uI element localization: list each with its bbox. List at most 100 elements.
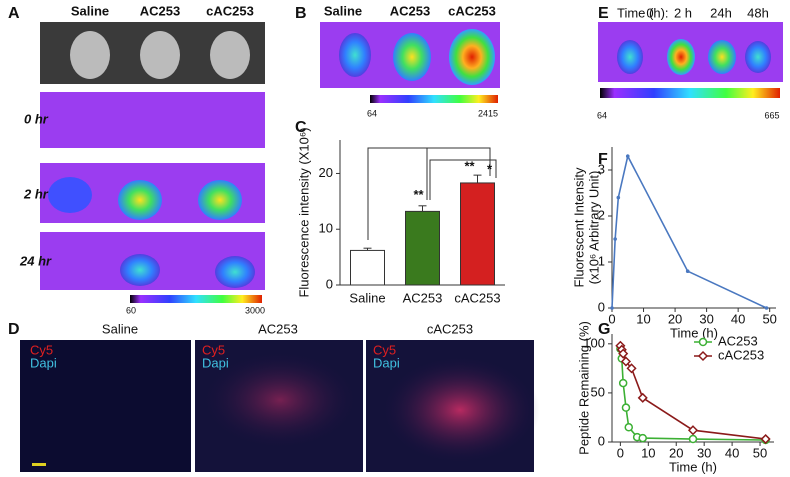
y-tick-label: 50 (591, 384, 605, 399)
channel-label: Dapi (373, 355, 400, 370)
y-tick-label: 3 (598, 161, 605, 176)
legend-marker (697, 350, 709, 362)
colorbar (130, 295, 262, 303)
panel-letter: A (8, 5, 20, 22)
signal (617, 40, 643, 74)
column-label: cAC253 (448, 3, 496, 18)
y-tick-label: 2 (598, 207, 605, 222)
column-label: 0 (646, 5, 653, 20)
column-label: AC253 (140, 3, 180, 18)
bar (350, 249, 385, 286)
panel-letter: C (295, 119, 307, 136)
column-label: 24h (710, 5, 732, 20)
significance: ** (413, 187, 424, 202)
x-tick-label: AC253 (403, 290, 443, 305)
bar (460, 182, 495, 286)
y-tick-label: 100 (583, 335, 605, 350)
colorbar-label: 60 (126, 305, 136, 315)
marker (618, 378, 628, 388)
channel-label: Dapi (202, 355, 229, 370)
x-tick-label: cAC253 (454, 290, 500, 305)
marker (610, 306, 614, 310)
signal (120, 254, 160, 286)
signal (215, 256, 255, 288)
column-label: AC253 (258, 321, 298, 336)
column-label: Saline (324, 3, 362, 18)
scale-bar (32, 463, 46, 466)
line (611, 153, 767, 309)
x-axis-label: Time (h) (669, 459, 717, 474)
column-label: Saline (102, 321, 138, 336)
panel-a: A Saline AC253 cAC253 0 hr 2 hr 24 hr 60… (8, 3, 265, 315)
significance: ** (464, 159, 475, 174)
y-axis-label: Fluorescence intensity (X10⁶) (296, 127, 311, 297)
x-tick-label: 20 (668, 311, 682, 326)
bar (405, 210, 440, 286)
row-label: 0 hr (24, 111, 49, 126)
y-axis-label: Fluorescent Intensity (571, 167, 586, 287)
x-tick-label: 40 (725, 445, 739, 460)
signal (708, 40, 736, 74)
row-label: 2 hr (23, 186, 49, 201)
marker (760, 433, 771, 445)
stain (200, 350, 360, 450)
marker (626, 363, 637, 374)
marker (688, 434, 698, 444)
time-label: Time (h): (617, 5, 669, 20)
panel-letter: D (8, 321, 20, 338)
channel-label: Dapi (30, 355, 57, 370)
micrograph (20, 340, 191, 472)
signal (48, 177, 92, 213)
colorbar-label: 64 (367, 108, 377, 118)
x-tick-label: 0 (617, 445, 624, 460)
marker (621, 403, 631, 412)
column-label: Saline (71, 3, 109, 18)
colorbar (370, 95, 498, 103)
panel-b: B Saline AC253 cAC253 64 2415 (295, 3, 500, 118)
y-tick-label: 1 (598, 253, 605, 268)
marker (687, 425, 699, 436)
significance: * (487, 162, 493, 177)
x-tick-label: 20 (669, 445, 683, 460)
significance-brackets (367, 147, 497, 240)
column-label: cAC253 (427, 321, 473, 336)
signal (449, 29, 495, 85)
colorbar-label: 665 (764, 110, 779, 120)
x-tick-label: 30 (697, 445, 711, 460)
colorbar-label: 3000 (245, 305, 265, 315)
mouse (210, 31, 250, 79)
marker (613, 237, 617, 241)
signal (667, 39, 695, 75)
marker (625, 154, 630, 158)
mouse (140, 31, 180, 79)
signal (393, 33, 431, 81)
panel-letter: E (598, 5, 609, 22)
x-tick-label: 50 (762, 311, 776, 326)
panel-d: D Saline AC253 cAC253 Cy5 Dapi Cy5 Dapi … (8, 321, 540, 472)
marker (624, 423, 634, 432)
stain (380, 355, 540, 465)
signal (198, 180, 242, 220)
image-0hr (40, 92, 265, 148)
marker (616, 195, 621, 200)
column-label: 48h (747, 5, 769, 20)
marker (638, 433, 647, 443)
channel-label: Cy5 (30, 342, 53, 357)
column-label: AC253 (390, 3, 430, 18)
panel-letter: B (295, 5, 307, 22)
signal (339, 33, 371, 77)
column-label: 2 h (674, 5, 692, 20)
legend-marker (698, 337, 708, 347)
y-tick-label: 20 (319, 165, 333, 180)
x-axis-label: Time (h) (670, 325, 718, 340)
legend-label: AC253 (718, 333, 758, 348)
x-tick-label: 0 (608, 311, 615, 326)
y-axis-label: Peptide Remaining (%) (576, 321, 591, 455)
y-tick-label: 10 (319, 221, 333, 236)
x-tick-label: Saline (349, 290, 385, 305)
colorbar-label: 2415 (478, 108, 498, 118)
x-tick-label: 10 (636, 311, 650, 326)
row-label: 24 hr (19, 253, 52, 268)
colorbar (600, 88, 780, 98)
